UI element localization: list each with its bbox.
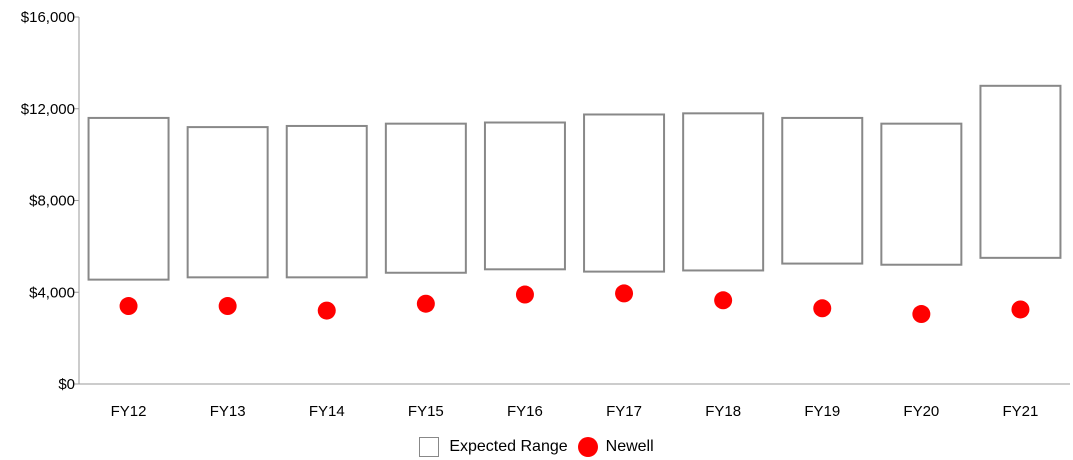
range-box — [285, 124, 368, 279]
x-tick-label: FY20 — [903, 403, 939, 420]
x-tick-label: FY15 — [408, 403, 444, 420]
range-box — [682, 112, 765, 272]
legend-swatch-expected-range — [419, 437, 440, 457]
newell-point — [119, 297, 138, 316]
x-tick-label: FY21 — [1003, 403, 1039, 420]
x-tick-label: FY19 — [804, 403, 840, 420]
range-box — [384, 122, 467, 274]
legend-label-expected-range: Expected Range — [449, 438, 568, 455]
x-tick-label: FY12 — [111, 403, 147, 420]
x-tick-label: FY14 — [309, 403, 345, 420]
expected-range-series — [87, 84, 1062, 281]
newell-point — [515, 285, 534, 304]
y-axis: $0 $4,000 $8,000 $12,000 $16,000 — [21, 9, 80, 393]
legend-item-expected-range: Expected Range — [419, 437, 568, 457]
x-axis: FY12 FY13 FY14 FY15 FY16 FY17 FY18 FY19 FY20 FY21 — [79, 383, 1070, 420]
range-box — [87, 116, 170, 281]
y-tick-label: $4,000 — [29, 284, 75, 301]
newell-point — [1011, 300, 1030, 319]
newell-point — [912, 305, 931, 324]
x-tick-label: FY13 — [210, 403, 246, 420]
y-tick-label: $8,000 — [29, 193, 75, 210]
x-tick-label: FY16 — [507, 403, 543, 420]
newell-point — [813, 299, 832, 318]
newell-series — [119, 284, 1030, 324]
range-box — [186, 126, 269, 279]
y-tick-label: $12,000 — [21, 101, 75, 118]
x-tick-label: FY17 — [606, 403, 642, 420]
legend-item-newell: Newell — [568, 437, 654, 457]
y-tick-label: $0 — [58, 376, 75, 393]
newell-point — [218, 297, 237, 316]
legend-swatch-newell — [577, 437, 598, 457]
range-box — [979, 84, 1062, 259]
range-box — [483, 121, 566, 271]
legend: Expected Range Newell — [0, 434, 1073, 460]
range-box — [880, 122, 963, 266]
newell-point — [714, 291, 733, 310]
newell-point — [416, 294, 435, 313]
y-tick-label: $16,000 — [21, 9, 75, 26]
range-chart: $0$4,000$8,000$12,000$16,000 FY12 FY13 FY1… — [21, 9, 1070, 420]
legend-label-newell: Newell — [605, 438, 654, 455]
newell-point — [317, 301, 336, 320]
x-tick-label: FY18 — [705, 403, 741, 420]
range-box — [781, 116, 864, 265]
newell-point — [615, 284, 634, 303]
range-box — [583, 113, 666, 273]
